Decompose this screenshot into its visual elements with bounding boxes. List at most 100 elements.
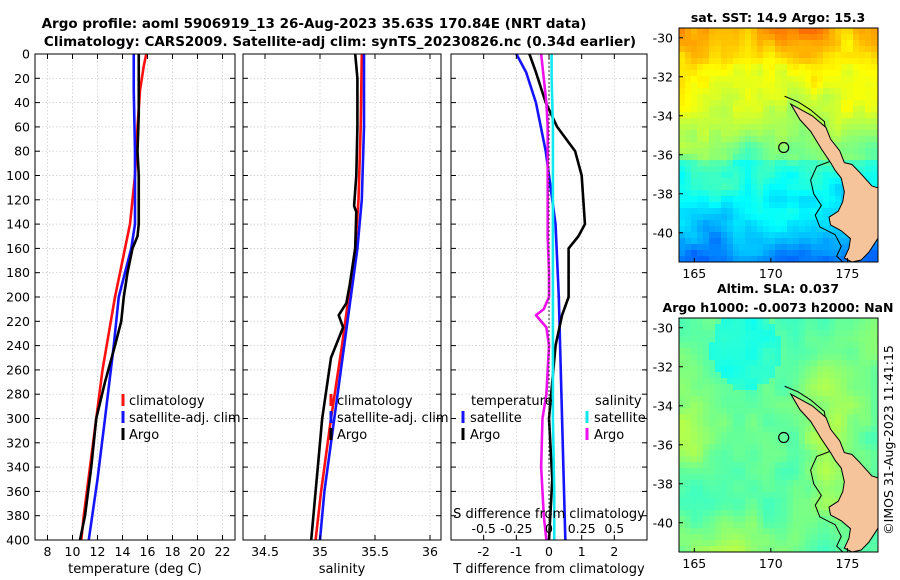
map-cell [691, 136, 697, 142]
map-cell [691, 58, 697, 64]
map-cell [745, 232, 751, 238]
map-cell [679, 438, 685, 444]
map-cell [769, 172, 775, 178]
map-cell [697, 336, 703, 342]
map-cell [715, 46, 721, 52]
map-cell [793, 348, 799, 354]
map-cell [793, 372, 799, 378]
map-cell [829, 118, 835, 124]
map-cell [727, 480, 733, 486]
map-cell [709, 480, 715, 486]
map-cell [697, 166, 703, 172]
map-cell [751, 456, 757, 462]
map-cell [685, 208, 691, 214]
y-tick-label: 200 [6, 290, 30, 305]
map-cell [751, 220, 757, 226]
s-diff-axis-label: S difference from climatology [453, 507, 645, 522]
map-cell [745, 208, 751, 214]
map-cell [799, 28, 805, 34]
map-cell [715, 232, 721, 238]
map-cell [679, 88, 685, 94]
map-cell [799, 250, 805, 256]
map-cell [703, 468, 709, 474]
map-cell [757, 498, 763, 504]
x-tick-label: 35 [312, 544, 328, 559]
map-cell [799, 324, 805, 330]
map-cell [781, 244, 787, 250]
map-cell [871, 384, 877, 390]
map-cell [859, 432, 865, 438]
map-cell [739, 318, 745, 324]
map-cell [751, 348, 757, 354]
map-cell [715, 142, 721, 148]
map-cell [865, 100, 871, 106]
map-cell [823, 336, 829, 342]
map-cell [793, 232, 799, 238]
x-tick-label: 0 [545, 544, 553, 559]
map-cell [697, 94, 703, 100]
map-cell [817, 378, 823, 384]
map-cell [871, 336, 877, 342]
map-cell [769, 498, 775, 504]
map-cell [817, 58, 823, 64]
map-cell [775, 124, 781, 130]
map-cell [739, 426, 745, 432]
map-cell [817, 360, 823, 366]
map-cell [703, 154, 709, 160]
map-cell [793, 148, 799, 154]
map-cell [721, 94, 727, 100]
map-cell [691, 166, 697, 172]
map-cell [805, 220, 811, 226]
map-cell [859, 342, 865, 348]
map-cell [679, 318, 685, 324]
map-cell [769, 486, 775, 492]
map-cell [709, 196, 715, 202]
legend-label: climatology [337, 394, 413, 409]
map-cell [871, 432, 877, 438]
map-cell [787, 498, 793, 504]
map-cell [769, 546, 775, 552]
map-cell [751, 76, 757, 82]
map-cell [787, 124, 793, 130]
map-cell [787, 444, 793, 450]
map-cell [871, 244, 877, 250]
map-cell [871, 172, 877, 178]
map-cell [817, 226, 823, 232]
map-cell [679, 238, 685, 244]
map-cell [817, 492, 823, 498]
map-cell [715, 450, 721, 456]
map-cell [853, 318, 859, 324]
map-cell [733, 244, 739, 250]
map-cell [733, 46, 739, 52]
map-cell [865, 256, 871, 262]
map-cell [775, 522, 781, 528]
map-cell [685, 190, 691, 196]
map-cell [871, 546, 877, 552]
map-cell [817, 82, 823, 88]
map-cell [751, 390, 757, 396]
map-cell [817, 238, 823, 244]
map-cell [793, 112, 799, 118]
map-cell [739, 438, 745, 444]
map-cell [781, 510, 787, 516]
map-cell [829, 172, 835, 178]
map-cell [841, 366, 847, 372]
map-cell [763, 318, 769, 324]
map-cell [709, 426, 715, 432]
map-cell [865, 390, 871, 396]
map-cell [769, 534, 775, 540]
map-cell [691, 46, 697, 52]
map-cell [799, 540, 805, 546]
map-cell [841, 540, 847, 546]
map-cell [799, 142, 805, 148]
map-cell [697, 474, 703, 480]
map-cell [835, 384, 841, 390]
map-cell [835, 354, 841, 360]
map-cell [709, 28, 715, 34]
map-cell [721, 378, 727, 384]
map-cell [871, 534, 877, 540]
map-cell [757, 540, 763, 546]
map-cell [697, 232, 703, 238]
map-cell [757, 456, 763, 462]
map-cell [871, 378, 877, 384]
